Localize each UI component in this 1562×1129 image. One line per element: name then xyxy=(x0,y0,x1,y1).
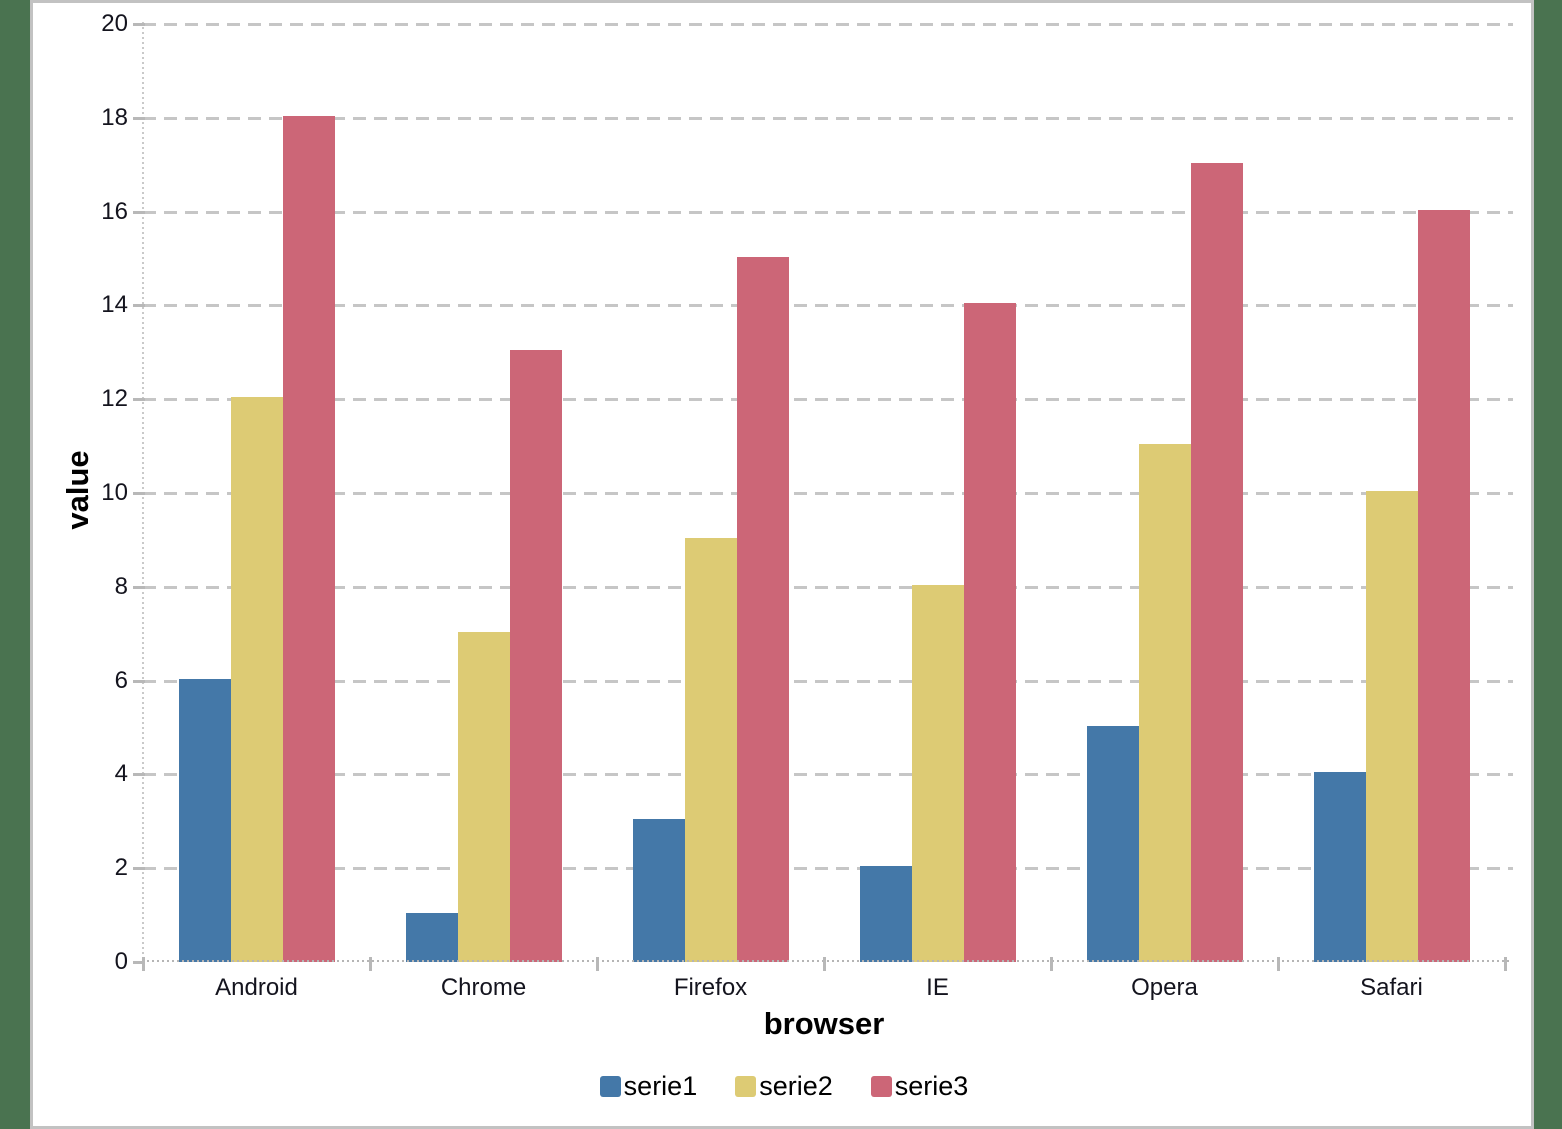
x-axis-baseline xyxy=(142,960,1512,962)
x-tick-mark-3 xyxy=(823,957,826,971)
y-tick-mark-4 xyxy=(133,773,145,777)
category-label-android: Android xyxy=(215,974,298,1001)
x-axis-title: browser xyxy=(763,1006,885,1041)
bar-group-chrome xyxy=(370,24,597,962)
legend-item-serie1: serie1 xyxy=(599,1071,698,1102)
x-tick-mark-6 xyxy=(1504,957,1507,971)
gridline-y10 xyxy=(143,492,1513,495)
y-tick-mark-20 xyxy=(133,23,145,26)
y-tick-mark-2 xyxy=(133,867,145,871)
y-tick-mark-10 xyxy=(133,492,145,495)
bar-serie3-ie xyxy=(963,303,1016,962)
legend-item-serie2: serie2 xyxy=(735,1071,833,1102)
x-tick-mark-0 xyxy=(142,957,145,971)
category-label-chrome: Chrome xyxy=(440,974,527,1001)
bar-serie3-android xyxy=(282,115,335,962)
gridline-y16 xyxy=(143,210,1513,214)
chart-canvas: 0 2 4 6 8 10 12 14 16 18 20 Android Chrome Firefox IE… xyxy=(30,0,1534,1129)
y-tick-mark-12 xyxy=(133,398,145,402)
legend-label-serie3: serie3 xyxy=(894,1071,969,1101)
y-tick-label-8: 8 xyxy=(114,572,128,600)
bar-group-ie xyxy=(824,24,1051,962)
bar-group-safari xyxy=(1278,24,1505,962)
bar-serie1-safari xyxy=(1313,772,1366,962)
x-tick-mark-4 xyxy=(1050,957,1053,971)
gridline-y20 xyxy=(143,23,1513,26)
y-axis-title: value xyxy=(60,450,95,530)
legend-label-serie1: serie1 xyxy=(623,1071,698,1101)
plot-area xyxy=(133,22,1513,971)
y-tick-mark-6 xyxy=(133,679,145,683)
bar-serie1-android xyxy=(178,678,231,962)
y-tick-mark-18 xyxy=(133,116,145,120)
bar-serie3-firefox xyxy=(736,256,789,962)
y-tick-label-6: 6 xyxy=(114,666,128,694)
bar-serie2-chrome xyxy=(457,631,510,962)
y-tick-label-18: 18 xyxy=(101,103,128,131)
bar-serie2-ie xyxy=(911,584,964,962)
gridline-y8 xyxy=(143,585,1513,589)
bar-serie3-opera xyxy=(1190,162,1243,962)
y-tick-mark-8 xyxy=(133,585,145,589)
bar-serie2-safari xyxy=(1365,491,1418,962)
bar-serie2-firefox xyxy=(684,537,737,962)
bar-serie1-chrome xyxy=(405,913,458,962)
bar-serie3-chrome xyxy=(509,350,562,962)
x-tick-mark-1 xyxy=(369,957,372,971)
legend-swatch-serie2 xyxy=(735,1076,757,1097)
bar-serie2-opera xyxy=(1138,444,1191,962)
legend-swatch-serie1 xyxy=(599,1076,621,1097)
bar-serie3-safari xyxy=(1417,209,1470,962)
y-tick-label-20: 20 xyxy=(101,10,128,37)
x-tick-mark-5 xyxy=(1277,957,1280,971)
gridline-y18 xyxy=(143,116,1513,120)
category-label-opera: Opera xyxy=(1131,974,1198,1001)
category-label-firefox: Firefox xyxy=(673,974,748,1001)
legend-label-serie2: serie2 xyxy=(759,1071,833,1101)
bar-serie1-firefox xyxy=(632,819,685,962)
bar-group-android xyxy=(143,24,370,962)
y-tick-mark-14 xyxy=(133,304,145,308)
bar-serie1-ie xyxy=(859,866,912,962)
gridline-y12 xyxy=(143,398,1513,402)
bar-serie2-android xyxy=(230,397,283,962)
y-tick-mark-16 xyxy=(133,210,145,214)
x-tick-mark-2 xyxy=(596,957,599,971)
y-tick-label-2: 2 xyxy=(114,854,128,882)
bar-group-opera xyxy=(1051,24,1278,962)
gridline-y4 xyxy=(143,773,1513,777)
y-tick-label-10: 10 xyxy=(101,479,128,506)
y-tick-mark-0 xyxy=(133,961,145,964)
bar-group-firefox xyxy=(597,24,824,962)
y-tick-label-16: 16 xyxy=(101,197,128,225)
legend: serie1 serie2 serie3 xyxy=(103,1071,1465,1102)
bar-serie1-opera xyxy=(1086,725,1139,962)
y-axis-line xyxy=(142,22,144,968)
y-tick-label-0: 0 xyxy=(114,948,128,975)
category-label-safari: Safari xyxy=(1360,974,1423,1001)
category-label-ie: IE xyxy=(926,974,949,1001)
gridline-y2 xyxy=(143,867,1513,871)
legend-swatch-serie3 xyxy=(870,1076,892,1097)
y-tick-label-12: 12 xyxy=(101,385,128,413)
gridline-y6 xyxy=(143,679,1513,683)
legend-item-serie3: serie3 xyxy=(870,1071,969,1102)
y-tick-label-4: 4 xyxy=(114,760,128,788)
gridline-y14 xyxy=(143,304,1513,308)
y-tick-label-14: 14 xyxy=(101,291,128,319)
